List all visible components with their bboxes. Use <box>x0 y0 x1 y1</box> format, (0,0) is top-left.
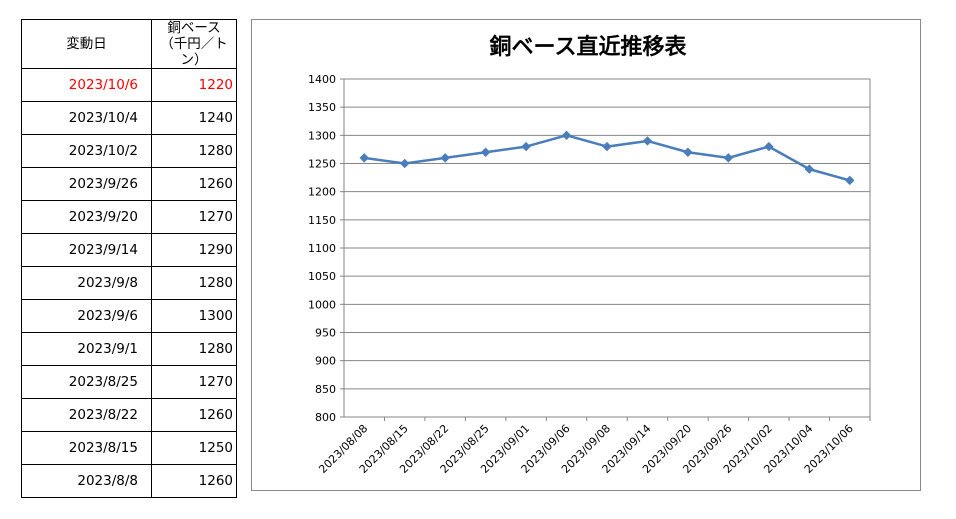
chart-panel: 銅ベース直近推移表 800 850 900 950 1000 1050 1100 1150 12… <box>251 19 921 491</box>
table-header-row: 変動日 銅ベース （千円／トン） <box>21 19 237 69</box>
row-price: 1260 <box>151 398 237 432</box>
row-date: 2023/9/1 <box>21 332 152 366</box>
table-row: 2023/9/1 1280 <box>21 332 237 366</box>
data-point <box>642 136 653 146</box>
y-tick-label: 1050 <box>308 270 336 283</box>
data-point <box>683 147 693 157</box>
row-date: 2023/10/4 <box>21 101 152 135</box>
row-price: 1270 <box>151 200 237 234</box>
y-tick-label: 1400 <box>308 73 336 86</box>
y-tick-label: 850 <box>315 383 336 396</box>
row-price: 1250 <box>151 431 237 465</box>
table-row: 2023/10/6 1220 <box>21 68 237 102</box>
row-price: 1260 <box>151 464 237 498</box>
chart-title: 銅ベース直近推移表 <box>490 34 688 60</box>
table-row: 2023/8/15 1250 <box>21 431 237 465</box>
y-tick-label: 1250 <box>308 158 336 171</box>
table-row: 2023/9/14 1290 <box>21 233 237 267</box>
row-date: 2023/10/2 <box>21 134 152 168</box>
data-point <box>359 153 369 163</box>
row-price: 1300 <box>151 299 237 333</box>
row-date: 2023/9/6 <box>21 299 152 333</box>
data-point <box>399 158 410 169</box>
price-table: 変動日 銅ベース （千円／トン） 2023/10/6 1220 2023/10/4 1… <box>21 19 237 498</box>
table-row: 2023/9/20 1270 <box>21 200 237 234</box>
table-row: 2023/9/8 1280 <box>21 266 237 300</box>
row-date: 2023/8/25 <box>21 365 152 399</box>
table-body: 2023/10/6 1220 2023/10/4 1240 2023/10/2 1280 2… <box>21 68 237 498</box>
y-tick-label: 1000 <box>308 298 336 311</box>
y-tick-label: 1300 <box>308 129 336 142</box>
data-point <box>723 153 734 163</box>
data-point <box>561 130 572 141</box>
data-point <box>440 153 450 163</box>
y-tick-label: 1200 <box>308 186 336 199</box>
line-chart: 銅ベース直近推移表 800 850 900 950 1000 1050 1100 1150 12… <box>308 34 871 476</box>
header-date: 変動日 <box>21 19 152 69</box>
grid-layer <box>343 78 871 418</box>
data-point <box>804 164 815 174</box>
y-tick-label: 1150 <box>308 214 336 227</box>
table-row: 2023/10/4 1240 <box>21 101 237 135</box>
table-row: 2023/8/25 1270 <box>21 365 237 399</box>
row-date: 2023/8/15 <box>21 431 152 465</box>
header-price: 銅ベース （千円／トン） <box>151 19 237 69</box>
row-price: 1220 <box>151 68 237 102</box>
y-tick-label: 900 <box>315 355 336 368</box>
row-price: 1280 <box>151 266 237 300</box>
y-tick-label: 800 <box>315 411 336 424</box>
row-date: 2023/8/8 <box>21 464 152 498</box>
row-price: 1270 <box>151 365 237 399</box>
y-tick-label: 1350 <box>308 101 336 114</box>
series-layer <box>359 130 855 186</box>
data-point <box>602 141 612 152</box>
table-row: 2023/8/22 1260 <box>21 398 237 432</box>
data-point <box>845 175 855 186</box>
table-row: 2023/8/8 1260 <box>21 464 237 498</box>
row-date: 2023/9/14 <box>21 233 152 267</box>
row-date: 2023/10/6 <box>21 68 152 102</box>
row-price: 1280 <box>151 134 237 168</box>
table-row: 2023/10/2 1280 <box>21 134 237 168</box>
row-price: 1260 <box>151 167 237 201</box>
row-price: 1290 <box>151 233 237 267</box>
row-date: 2023/9/20 <box>21 200 152 234</box>
row-date: 2023/9/8 <box>21 266 152 300</box>
header-price-line1: 銅ベース <box>167 20 221 36</box>
row-price: 1280 <box>151 332 237 366</box>
row-price: 1240 <box>151 101 237 135</box>
data-point <box>480 147 491 157</box>
row-date: 2023/8/22 <box>21 398 152 432</box>
header-price-line2: （千円／トン） <box>160 36 228 68</box>
y-tick-label: 950 <box>315 327 336 340</box>
y-tick-label: 1100 <box>308 242 336 255</box>
table-row: 2023/9/26 1260 <box>21 167 237 201</box>
data-point <box>521 141 531 152</box>
axis-layer: 800 850 900 950 1000 1050 1100 1150 1200 1250 1300… <box>308 73 871 476</box>
row-date: 2023/9/26 <box>21 167 152 201</box>
data-point <box>764 141 774 152</box>
table-row: 2023/9/6 1300 <box>21 299 237 333</box>
